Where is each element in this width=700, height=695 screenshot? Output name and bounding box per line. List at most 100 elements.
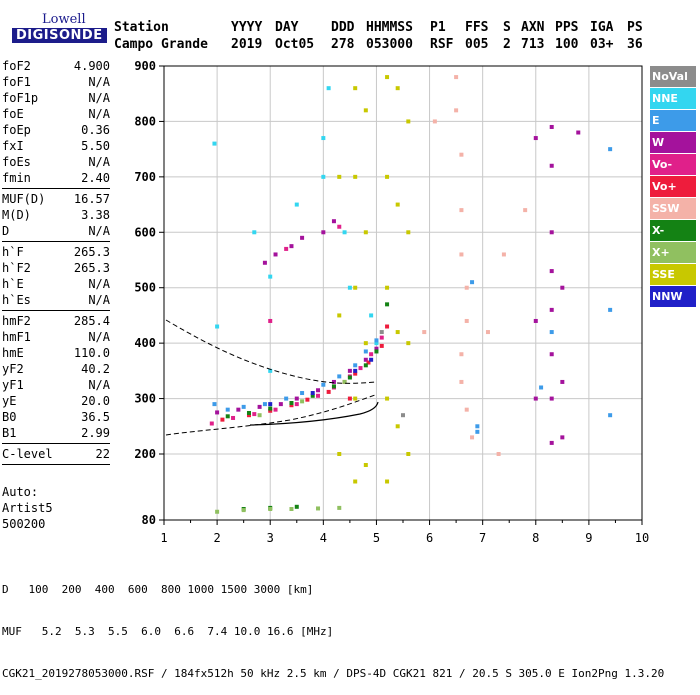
param-value: 40.2 bbox=[81, 362, 110, 376]
param-name: h`Es bbox=[2, 293, 31, 307]
data-point-sse bbox=[395, 330, 400, 335]
distance-row: D 100 200 400 600 800 1000 1500 3000 [km… bbox=[2, 583, 664, 597]
param-value: N/A bbox=[88, 277, 110, 291]
data-point-x- bbox=[215, 509, 220, 514]
data-point-vo- bbox=[385, 324, 390, 329]
param-name: foEp bbox=[2, 123, 31, 137]
ddd-label: DDD bbox=[331, 20, 355, 35]
divider bbox=[2, 443, 110, 444]
param-name: hmE bbox=[2, 346, 24, 360]
distance-label: D bbox=[2, 583, 9, 596]
param-name: foF1 bbox=[2, 75, 31, 89]
param-name: yE bbox=[2, 394, 17, 408]
data-point-vo- bbox=[268, 408, 273, 413]
data-point-sse bbox=[385, 396, 390, 401]
ps-label: PS bbox=[627, 20, 643, 35]
data-point-ssw bbox=[523, 208, 528, 213]
distance-unit: [km] bbox=[286, 583, 314, 596]
param-row: fxI 5.50 bbox=[2, 138, 110, 154]
data-point-vo- bbox=[305, 397, 310, 402]
data-point-sse bbox=[337, 313, 342, 318]
data-point-w bbox=[549, 440, 554, 445]
data-point-vo- bbox=[366, 360, 371, 365]
legend-item-e: E bbox=[650, 110, 696, 131]
legend-item-x-: X+ bbox=[650, 242, 696, 263]
data-point-nne bbox=[326, 86, 331, 91]
param-row: foF1 N/A bbox=[2, 74, 110, 90]
data-point-w bbox=[236, 407, 241, 412]
data-point-e bbox=[212, 402, 217, 407]
data-point-sse bbox=[353, 285, 358, 290]
data-point-nnw bbox=[369, 357, 374, 362]
x-tick-label: 8 bbox=[532, 531, 539, 545]
param-value: N/A bbox=[88, 224, 110, 238]
data-point-vo- bbox=[289, 403, 294, 408]
parameter-table: foF2 4.900 foF1 N/A foF1p N/A foE N/A foEp 0.… bbox=[2, 58, 110, 467]
param-group-1: foF2 4.900 foF1 N/A foF1p N/A foE N/A foEp 0.… bbox=[2, 58, 110, 186]
param-row: yE 20.0 bbox=[2, 393, 110, 409]
data-point-vo- bbox=[316, 393, 321, 398]
data-point-x- bbox=[300, 399, 305, 404]
x-tick-label: 9 bbox=[585, 531, 592, 545]
legend: NoVal NNE E W Vo- Vo+ SSW X- X+ SSE NNW bbox=[650, 66, 696, 308]
data-point-w bbox=[549, 230, 554, 235]
param-row: h`F2 265.3 bbox=[2, 260, 110, 276]
data-point-ssw bbox=[485, 330, 490, 335]
data-point-e bbox=[300, 391, 305, 396]
data-point-nne bbox=[294, 202, 299, 207]
data-point-x- bbox=[268, 507, 273, 511]
param-row: D N/A bbox=[2, 223, 110, 239]
param-name: hmF1 bbox=[2, 330, 31, 344]
param-name: h`F2 bbox=[2, 261, 31, 275]
y-tick-label: 80 bbox=[142, 513, 156, 527]
data-point-sse bbox=[385, 75, 390, 80]
param-row: foEp 0.36 bbox=[2, 122, 110, 138]
param-name: foF2 bbox=[2, 59, 31, 73]
auto-version: 500200 bbox=[2, 517, 46, 531]
axn-label: AXN bbox=[521, 20, 545, 35]
data-point-ssw bbox=[470, 435, 475, 440]
station-label: Station bbox=[114, 20, 169, 35]
y-tick-label: 600 bbox=[134, 225, 156, 239]
distance-value: 600 bbox=[127, 583, 148, 596]
data-point-sse bbox=[337, 174, 342, 179]
legend-item-sse: SSE bbox=[650, 264, 696, 285]
data-point-vo- bbox=[358, 366, 363, 371]
data-point-vo- bbox=[231, 415, 236, 420]
param-value: 2.40 bbox=[81, 171, 110, 185]
data-point-x- bbox=[225, 414, 230, 419]
data-point-w bbox=[363, 357, 368, 362]
data-point-vo- bbox=[268, 318, 273, 323]
legend-item-nnw: NNW bbox=[650, 286, 696, 307]
ffs-label: FFS bbox=[465, 20, 489, 35]
y-tick-label: 700 bbox=[134, 170, 156, 184]
data-point-x- bbox=[385, 302, 390, 307]
data-point-e bbox=[363, 349, 368, 354]
chart-points bbox=[209, 75, 613, 514]
data-point-w bbox=[262, 260, 267, 265]
data-point-e bbox=[241, 404, 246, 409]
param-value: N/A bbox=[88, 75, 110, 89]
data-point-w bbox=[374, 346, 379, 351]
data-point-w bbox=[273, 252, 278, 257]
data-point-ssw bbox=[459, 379, 464, 384]
s-label: S bbox=[503, 20, 511, 35]
data-point-vo- bbox=[379, 343, 384, 348]
data-point-e bbox=[608, 147, 613, 152]
muf-label: MUF bbox=[2, 625, 22, 638]
muf-value: 5.5 bbox=[108, 625, 128, 638]
data-point-e bbox=[262, 402, 267, 407]
true-height-profile-curve bbox=[249, 401, 379, 426]
param-name: M(D) bbox=[2, 208, 31, 222]
data-point-nne bbox=[321, 174, 326, 179]
param-row: hmF2 285.4 bbox=[2, 313, 110, 329]
param-name: fxI bbox=[2, 139, 24, 153]
legend-item-nne: NNE bbox=[650, 88, 696, 109]
data-point-ssw bbox=[454, 75, 459, 80]
data-point-vo- bbox=[369, 352, 374, 357]
day-value: Oct05 bbox=[275, 37, 315, 52]
param-value: 20.0 bbox=[81, 394, 110, 408]
data-point-x- bbox=[257, 413, 262, 418]
param-row: MUF(D) 16.57 bbox=[2, 191, 110, 207]
data-point-vo- bbox=[209, 421, 214, 426]
